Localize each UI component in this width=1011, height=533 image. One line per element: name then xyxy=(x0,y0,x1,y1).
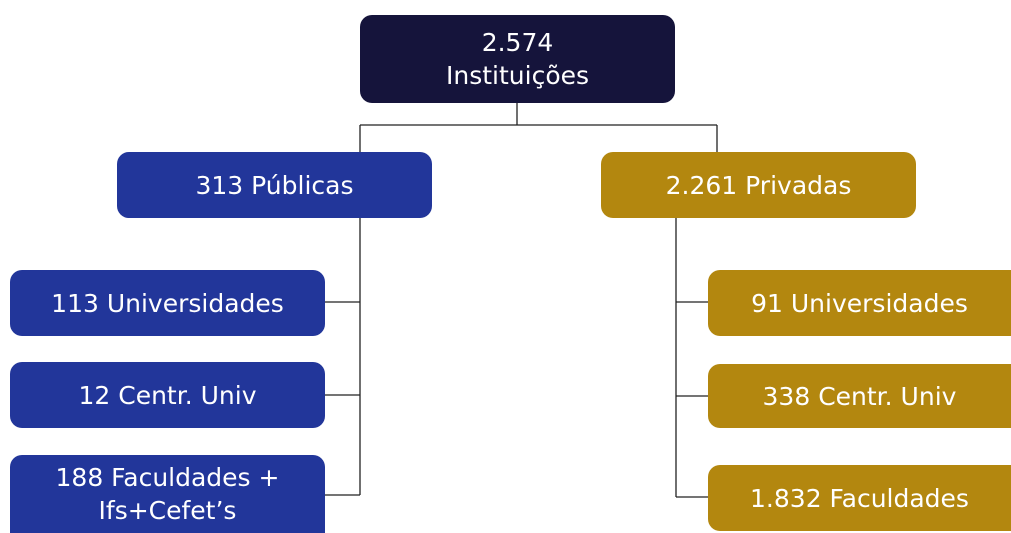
node-label: Instituições xyxy=(445,61,590,90)
node-label: Ifs+Cefet’s xyxy=(98,496,237,525)
node-label: 2.261 Privadas xyxy=(665,170,852,200)
node-label: 91 Universidades xyxy=(751,288,968,318)
leaf-node: 188 Faculdades + Ifs+Cefet’s xyxy=(10,455,325,533)
node-label: 313 Públicas xyxy=(195,170,354,200)
leaf-node: 113 Universidades xyxy=(10,270,325,336)
node-label: 12 Centr. Univ xyxy=(78,380,257,410)
root-node: 2.574 Instituições xyxy=(360,15,675,103)
leaf-node: 1.832 Faculdades xyxy=(708,465,1011,531)
leaf-node: 338 Centr. Univ xyxy=(708,364,1011,428)
node-label: 1.832 Faculdades xyxy=(750,483,969,513)
node-label: 2.574 xyxy=(481,28,554,57)
node-label: 113 Universidades xyxy=(51,288,284,318)
node-label: 188 Faculdades + xyxy=(55,463,280,492)
node-label: 338 Centr. Univ xyxy=(762,381,957,411)
group-node: 313 Públicas xyxy=(117,152,432,218)
group-node: 2.261 Privadas xyxy=(601,152,916,218)
leaf-node: 12 Centr. Univ xyxy=(10,362,325,428)
leaf-node: 91 Universidades xyxy=(708,270,1011,336)
